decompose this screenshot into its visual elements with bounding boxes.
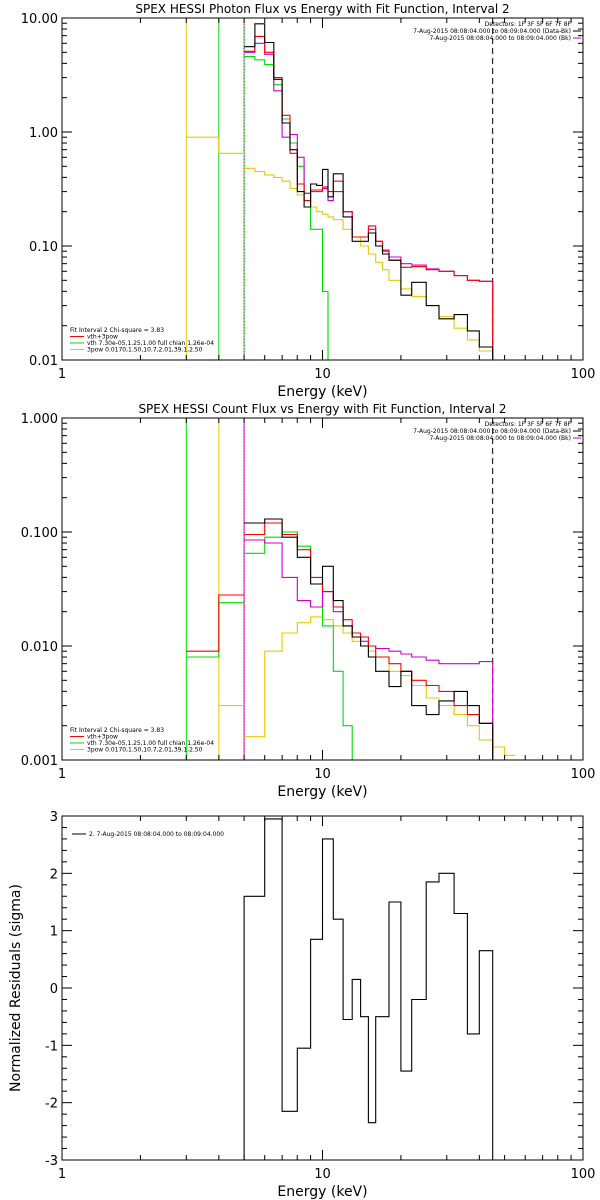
y-tick-label: 1.00 (29, 126, 58, 141)
y-tick-label: 2 (50, 867, 58, 882)
x-tick-label: 1 (58, 767, 66, 782)
y-tick-label: 0.10 (29, 240, 58, 255)
x-tick-label: 1 (58, 1167, 66, 1182)
header-text: 7-Aug-2015 08:08:04.000 to 08:09:04.000 … (413, 28, 571, 35)
header-text: 7-Aug-2015 08:08:04.000 to 08:09:04.000 … (429, 435, 571, 442)
x-axis-label: Energy (keV) (277, 384, 367, 400)
y-tick-label: 0.001 (21, 754, 58, 769)
legend-label: vth 7.30e-05,1.25,1.00 full chian 1.26e-… (87, 740, 214, 747)
header-text: Detectors: 1F 3F 5F 6F 7F 8F (485, 421, 572, 428)
legend-label: vth+3pow (87, 334, 118, 341)
x-tick-label: 100 (571, 767, 596, 782)
x-tick-label: 10 (314, 1167, 331, 1182)
chart-panel-3: 1 10 100 Energy (keV) -3 -2 -1 0 1 2 3 Normalized R… (8, 810, 595, 1200)
chart-panel-1: SPEX HESSI Photon Flux vs Energy with Fi… (21, 2, 596, 400)
series-data (243, 818, 494, 1160)
y-tick-label: 1 (50, 925, 58, 940)
header-text: Detectors: 1F 3F 5F 6F 7F 8F (485, 21, 572, 28)
series-total (244, 35, 494, 360)
series-green-pre (186, 602, 245, 658)
y-tick-label: -1 (45, 1039, 58, 1054)
legend-label: 3pow 0.0170,1.50,10.7,2.01,39.1,2.50 (87, 347, 203, 354)
legend-label: vth 7.30e-05,1.25,1.00 full chian 1.26e-… (87, 340, 214, 347)
legend-label: 3pow 0.0170,1.50,10.7,2.01,39.1,2.50 (87, 747, 203, 754)
chart-panel-2: SPEX HESSI Count Flux vs Energy with Fit… (21, 402, 596, 800)
x-tick-label: 100 (571, 1167, 596, 1182)
x-axis-label: Energy (keV) (277, 784, 367, 800)
series-bk (244, 42, 494, 360)
y-tick-label: 0.100 (21, 526, 58, 541)
y-tick-label: -2 (45, 1097, 58, 1112)
series-red-pre (186, 594, 245, 652)
y-tick-label: 3 (50, 810, 58, 825)
y-tick-label: -3 (45, 1154, 58, 1169)
y-tick-label: 10.00 (21, 12, 58, 27)
chart-title: SPEX HESSI Count Flux vs Energy with Fit… (138, 402, 506, 416)
x-axis-label: Energy (keV) (277, 1184, 367, 1200)
x-tick-label: 10 (314, 767, 331, 782)
header-text: 7-Aug-2015 08:08:04.000 to 08:09:04.000 … (429, 35, 571, 42)
y-tick-label: 1.000 (21, 412, 58, 427)
x-tick-label: 100 (571, 367, 596, 382)
y-tick-label: 0 (50, 982, 58, 997)
legend-label: vth+3pow (87, 734, 118, 741)
legend-label: 2. 7-Aug-2015 08:08:04.000 to 08:09:04.0… (89, 831, 224, 838)
series-vth (244, 55, 493, 360)
chart-title: SPEX HESSI Photon Flux vs Energy with Fi… (135, 2, 509, 16)
series-yellow-tail (492, 746, 516, 756)
y-tick-label: 0.01 (29, 354, 58, 369)
header-text: 7-Aug-2015 08:08:04.000 to 08:09:04.000 … (413, 428, 571, 435)
legend-label: Fit Interval 2 Chi-square = 3.83 (70, 727, 164, 734)
y-axis-label: Normalized Residuals (sigma) (8, 884, 24, 1092)
x-tick-label: 10 (314, 367, 331, 382)
series-data (244, 23, 494, 360)
series-bpow (244, 167, 494, 360)
series-total (244, 522, 494, 760)
series-data (244, 518, 494, 760)
series-vth (244, 531, 493, 760)
x-tick-label: 1 (58, 367, 66, 382)
series-pre (186, 136, 245, 154)
legend-label: Fit Interval 2 Chi-square = 3.83 (70, 327, 164, 334)
y-tick-label: 0.010 (21, 640, 58, 655)
